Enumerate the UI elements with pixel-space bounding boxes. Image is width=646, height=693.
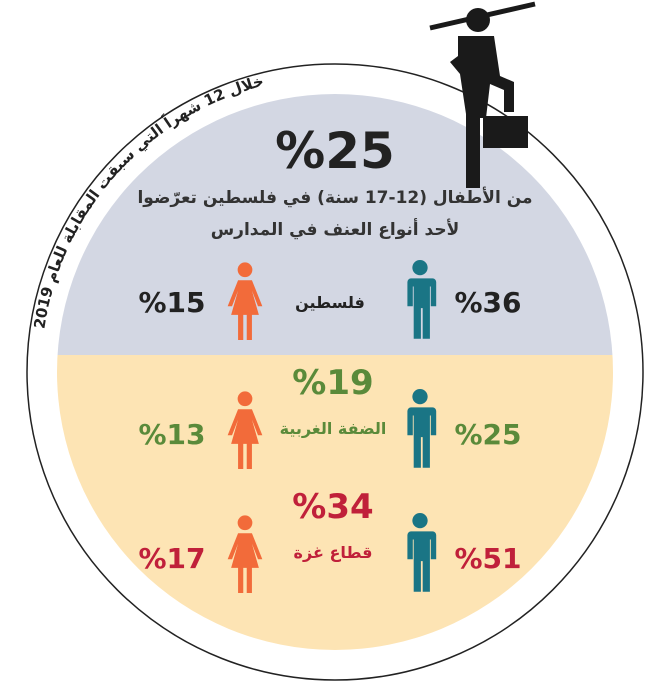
climber-icon bbox=[429, 1, 536, 188]
boys-value: %36 bbox=[454, 286, 521, 319]
region-name: فلسطين bbox=[295, 293, 365, 312]
boys-value: %51 bbox=[454, 542, 521, 575]
girls-value: %13 bbox=[138, 418, 205, 451]
region-total: %34 bbox=[292, 487, 373, 527]
headline-line2: لأحد أنواع العنف في المدارس bbox=[211, 218, 460, 240]
region-name: الضفة الغربية bbox=[280, 419, 387, 438]
girls-value: %15 bbox=[138, 286, 205, 319]
region-total: %19 bbox=[292, 363, 373, 403]
regions: %36 %15 فلسطين %25 %13 %19 الضفة الغربية %51 %17… bbox=[138, 259, 522, 593]
headline-value: %25 bbox=[275, 122, 395, 180]
girls-value: %17 bbox=[138, 542, 205, 575]
region-name: قطاع غزة bbox=[294, 543, 373, 562]
headline-line1: من الأطفال (12-17 سنة) في فلسطين تعرّضوا bbox=[137, 187, 532, 208]
boys-value: %25 bbox=[454, 418, 521, 451]
